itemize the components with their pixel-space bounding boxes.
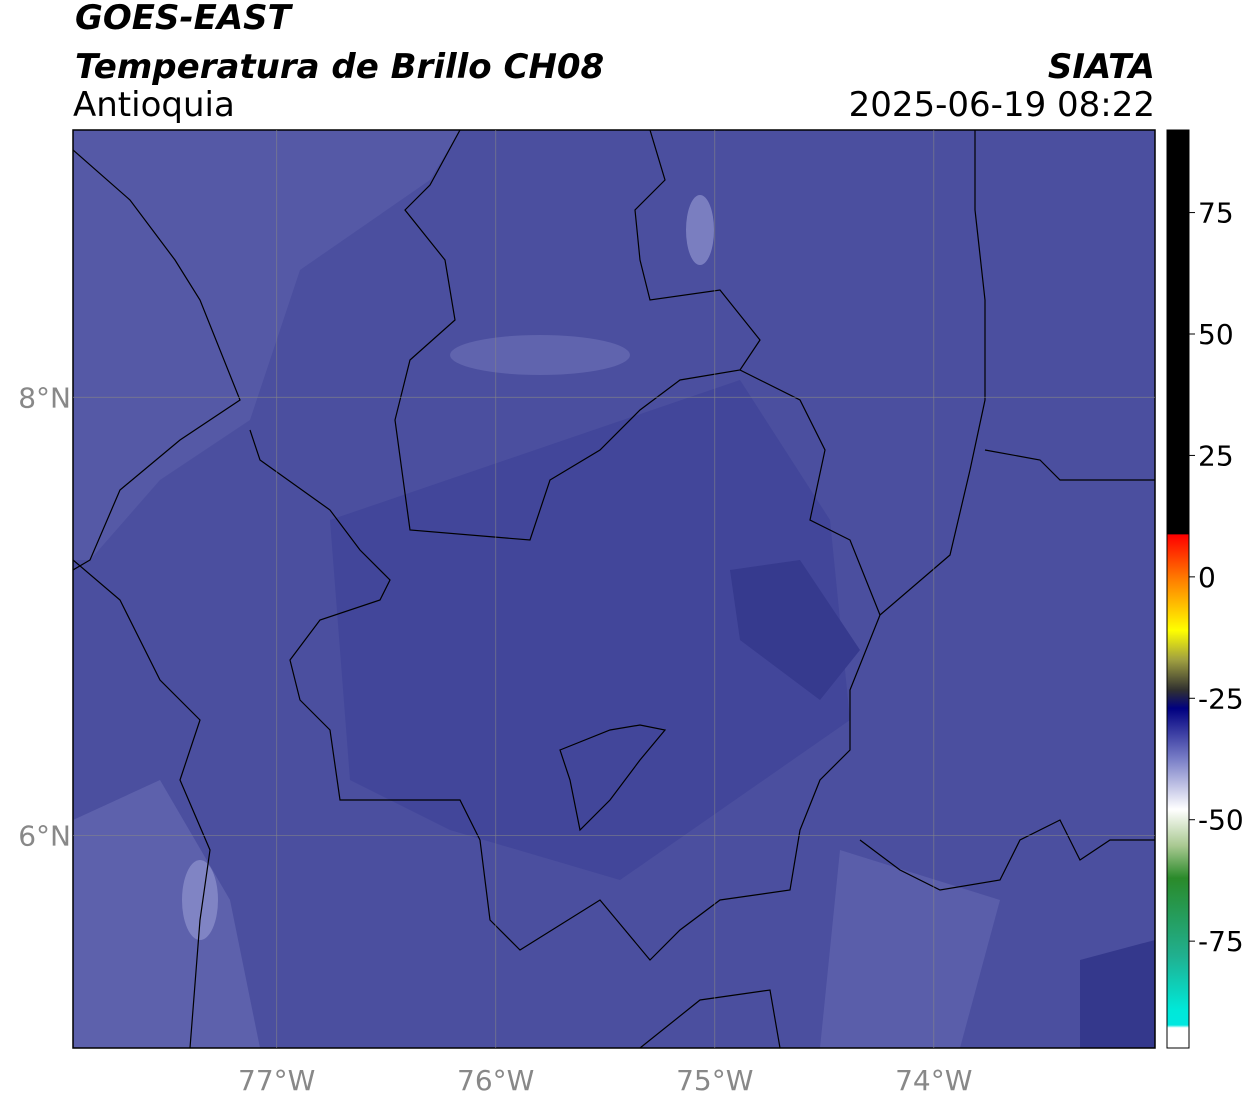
colorbar-tick-label: 25	[1198, 439, 1234, 472]
field	[686, 195, 714, 265]
border	[394, 130, 761, 541]
colorbar-tick-label: 75	[1198, 197, 1234, 230]
border	[249, 429, 881, 961]
border	[859, 819, 1155, 891]
border	[73, 559, 211, 1048]
colorbar-tick-label: 50	[1198, 318, 1234, 351]
lon-label: 75°W	[676, 1064, 753, 1097]
coast	[73, 149, 241, 571]
datetime: 2025-06-19 08:22	[849, 85, 1155, 125]
field	[330, 380, 850, 880]
colorbar-tick-label: -25	[1198, 682, 1244, 715]
source: SIATA	[1048, 47, 1155, 87]
colorbar	[1166, 129, 1190, 1049]
border	[739, 130, 986, 617]
border	[984, 449, 1155, 481]
colorbar-tick-label: -50	[1198, 804, 1244, 837]
field	[820, 850, 1000, 1048]
map-frame	[72, 129, 1156, 1049]
lon-label: 74°W	[895, 1064, 972, 1097]
map	[73, 130, 1155, 1048]
subtitle: Temperatura de Brillo CH08	[75, 47, 604, 87]
field	[450, 335, 630, 375]
border	[559, 724, 667, 832]
field	[1080, 940, 1155, 1048]
lat-label: 6°N	[18, 819, 71, 852]
border	[639, 989, 781, 1048]
field	[73, 130, 460, 560]
colorbar-tick-label: -75	[1198, 925, 1244, 958]
lon-label: 77°W	[238, 1064, 315, 1097]
title: GOES-EAST	[75, 0, 294, 38]
lon-label: 76°W	[457, 1064, 534, 1097]
lat-label: 8°N	[18, 381, 71, 414]
region: Antioquia	[73, 85, 235, 125]
field	[730, 560, 860, 700]
colorbar-tick-label: 0	[1198, 561, 1216, 594]
field	[73, 780, 260, 1048]
field	[182, 860, 218, 940]
